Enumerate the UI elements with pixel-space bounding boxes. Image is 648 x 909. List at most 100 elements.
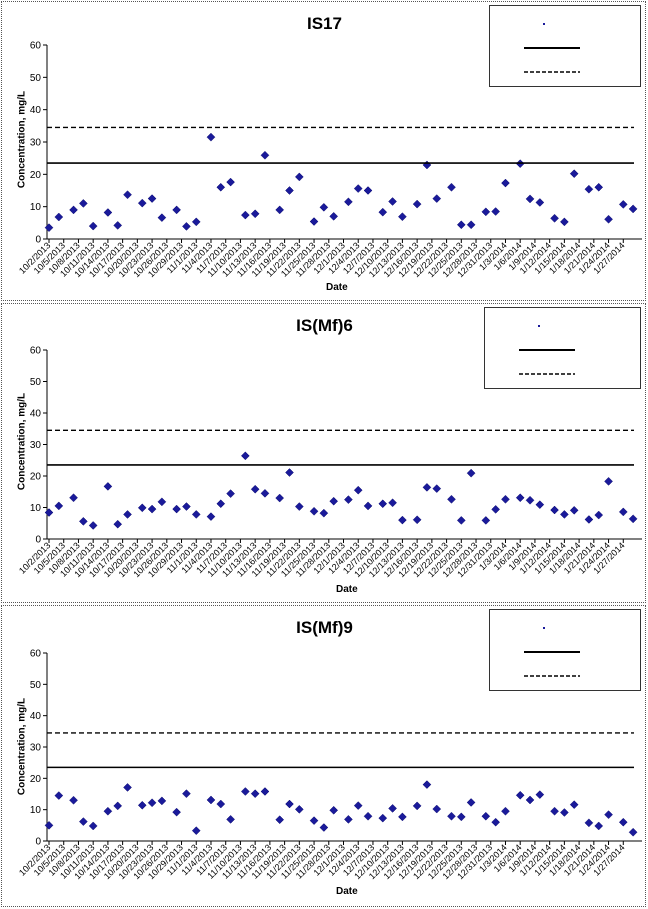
x-axis-label: Date <box>326 282 348 293</box>
data-point <box>525 194 535 204</box>
data-point <box>260 488 270 498</box>
data-point <box>191 510 201 519</box>
data-point <box>309 816 319 825</box>
data-point <box>329 805 339 815</box>
legend-item-dashed-line <box>491 368 631 380</box>
legend-item-points <box>496 622 636 634</box>
data-point <box>344 197 353 207</box>
y-tick-label: 30 <box>30 138 42 149</box>
data-point <box>285 186 294 195</box>
plot-svg: 010203040506010/2/201310/5/201310/8/2013… <box>17 649 642 881</box>
data-point <box>398 515 407 525</box>
data-point <box>226 815 235 824</box>
data-point <box>191 217 201 227</box>
y-tick-label: 20 <box>30 472 42 483</box>
data-point <box>79 517 88 526</box>
data-point <box>344 815 353 824</box>
data-point <box>584 515 594 524</box>
legend-item-dashed-line <box>496 670 636 682</box>
data-point <box>594 182 604 192</box>
data-point <box>515 790 525 800</box>
data-point <box>432 484 442 493</box>
data-point <box>172 504 181 514</box>
data-point <box>275 815 285 825</box>
data-point <box>456 812 466 822</box>
legend-box <box>489 5 641 87</box>
diamond-marker-icon <box>496 622 582 634</box>
data-point <box>157 796 167 806</box>
data-point <box>216 499 226 509</box>
data-point <box>422 780 432 789</box>
legend-box <box>489 609 641 691</box>
data-point <box>604 477 613 486</box>
legend-item-points <box>496 18 636 30</box>
data-point <box>515 493 525 503</box>
data-point <box>550 505 559 515</box>
solid-line-icon <box>496 646 582 658</box>
data-point <box>569 505 579 515</box>
data-point <box>412 801 422 811</box>
data-point <box>618 507 628 517</box>
data-point <box>54 501 64 511</box>
diamond-marker-icon <box>491 320 577 332</box>
y-tick-label: 60 <box>30 41 42 52</box>
y-tick-label: 30 <box>30 743 42 754</box>
data-point <box>309 217 319 226</box>
data-point <box>319 823 329 832</box>
data-point <box>604 810 613 820</box>
data-point <box>560 217 569 227</box>
data-point <box>628 204 638 214</box>
data-point <box>226 489 235 498</box>
y-tick-label: 30 <box>30 440 42 451</box>
data-point <box>172 807 181 817</box>
data-point <box>398 212 407 222</box>
legend-item-points <box>491 320 631 332</box>
dashed-line-icon <box>496 670 582 682</box>
data-point <box>54 791 64 800</box>
data-point <box>294 502 304 511</box>
data-point <box>275 205 285 215</box>
data-point <box>137 503 147 513</box>
data-point <box>260 787 270 796</box>
chart-title: IS(Mf)9 <box>296 618 353 637</box>
data-point <box>147 798 157 808</box>
data-point <box>182 222 191 231</box>
data-point <box>491 505 501 514</box>
data-point <box>137 800 147 810</box>
y-tick-label: 50 <box>30 73 42 84</box>
data-point <box>456 516 466 525</box>
data-point <box>250 209 260 219</box>
y-axis-label: Concentration, mg/L <box>16 392 28 491</box>
data-point <box>88 521 98 530</box>
data-point <box>206 132 216 142</box>
data-point <box>560 510 569 519</box>
chart-panel-ismf6: IS(Mf)6 0 10 20 30 40 50 60 10/2/2013 10/5/2013 1… <box>1 303 646 603</box>
data-point <box>137 198 147 208</box>
data-point <box>456 220 466 230</box>
y-tick-label: 10 <box>30 202 42 213</box>
data-point <box>216 182 226 192</box>
data-point <box>501 494 510 504</box>
y-tick-label: 10 <box>30 503 42 514</box>
data-point <box>226 177 235 187</box>
y-tick-label: 0 <box>35 535 41 546</box>
x-axis-label: Date <box>336 886 358 897</box>
y-tick-label: 50 <box>30 680 42 691</box>
data-point <box>147 194 157 203</box>
dashed-line-icon <box>491 368 577 380</box>
data-point <box>103 806 113 816</box>
x-axis-label: Date <box>336 584 358 595</box>
data-point <box>481 811 491 821</box>
data-point <box>398 812 407 822</box>
data-point <box>447 494 456 504</box>
data-point <box>206 512 216 521</box>
data-point <box>422 160 432 170</box>
data-point <box>79 817 88 826</box>
data-point <box>412 515 422 525</box>
y-tick-label: 0 <box>35 837 41 848</box>
data-point <box>69 205 78 215</box>
y-tick-label: 50 <box>30 377 42 388</box>
data-point <box>240 451 250 461</box>
data-point <box>378 813 388 823</box>
data-point <box>294 804 304 814</box>
